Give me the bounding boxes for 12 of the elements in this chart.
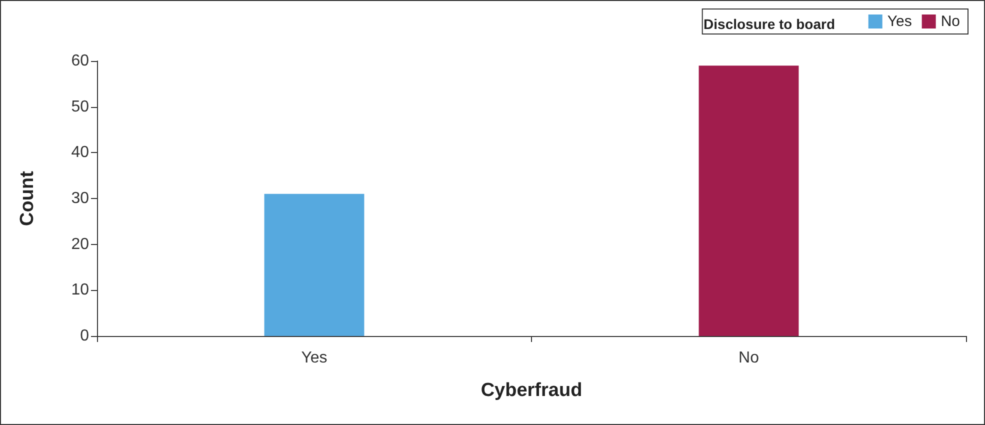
legend-title: Disclosure to board xyxy=(704,16,835,32)
y-tick-label: 30 xyxy=(71,190,90,207)
x-axis-title: Cyberfraud xyxy=(480,380,582,401)
legend-label: No xyxy=(940,13,960,30)
y-axis-title: Count xyxy=(17,170,38,226)
y-tick-label: 0 xyxy=(80,328,90,344)
y-tick-label: 60 xyxy=(71,52,90,70)
y-tick-label: 20 xyxy=(71,236,90,253)
y-tick-label: 40 xyxy=(71,144,90,162)
legend-label: Yes xyxy=(887,13,912,30)
y-tick-label: 50 xyxy=(71,98,90,116)
y-tick-label: 10 xyxy=(71,282,90,299)
